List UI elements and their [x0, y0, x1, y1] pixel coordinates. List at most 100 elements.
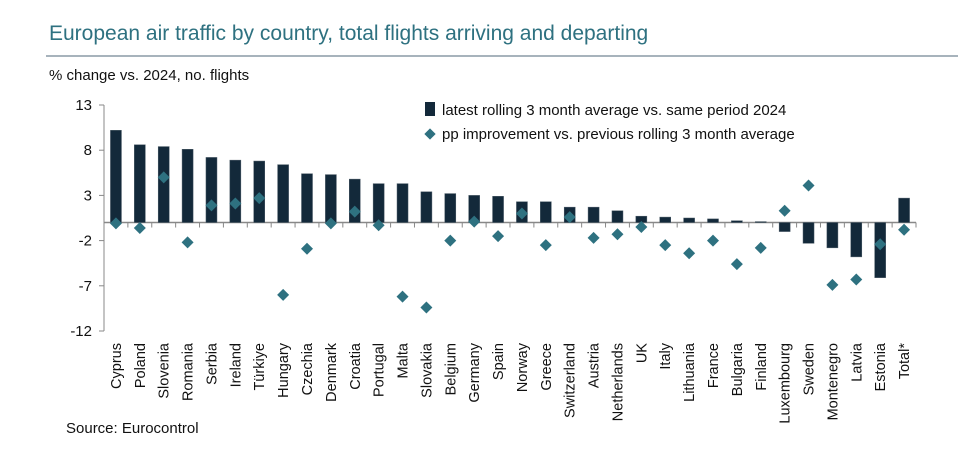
bar-greece — [540, 201, 552, 223]
diamond-spain — [492, 230, 505, 243]
category-label: Latvia — [849, 342, 865, 382]
category-label: UK — [634, 343, 650, 363]
bar-sweden — [802, 222, 815, 244]
y-tick-label: -2 — [79, 233, 92, 250]
legend-bar-label: latest rolling 3 month average vs. same … — [442, 102, 786, 119]
diamond-slovenia — [157, 171, 170, 184]
bar-total — [898, 197, 910, 223]
bar-serbia — [205, 157, 218, 223]
diamond-uk — [635, 221, 648, 234]
category-label: Lithuania — [682, 342, 698, 402]
diamond-belgium — [444, 234, 457, 247]
diamond-sweden — [802, 179, 815, 192]
diamond-italy — [659, 239, 672, 252]
bar-montenegro — [826, 222, 839, 249]
y-tick-label: 8 — [84, 142, 92, 159]
category-label: Denmark — [324, 342, 340, 402]
y-tick-label: -7 — [79, 278, 92, 295]
diamond-türkiye — [253, 192, 266, 205]
category-label: Bulgaria — [730, 342, 746, 396]
diamond-portugal — [372, 219, 385, 232]
chart-title: European air traffic by country, total f… — [49, 22, 648, 45]
category-label: Estonia — [873, 342, 889, 391]
diamond-bulgaria — [730, 258, 743, 271]
bar-ireland — [229, 159, 242, 223]
diamond-lithuania — [683, 247, 696, 260]
category-label: Sweden — [802, 343, 818, 395]
bar-türkiye — [253, 160, 265, 223]
bar-poland — [134, 144, 146, 223]
diamond-total — [898, 223, 911, 236]
diamond-estonia — [874, 238, 887, 251]
bar-lithuania — [683, 217, 695, 223]
category-label: Total* — [897, 343, 913, 380]
bar-spain — [492, 196, 504, 223]
category-label: Slovakia — [419, 342, 435, 398]
diamond-cyprus — [109, 217, 122, 230]
bar-denmark — [325, 174, 337, 223]
category-label: Serbia — [204, 342, 220, 385]
category-label: Austria — [587, 342, 603, 388]
diamond-montenegro — [826, 278, 839, 291]
diamond-austria — [587, 231, 600, 244]
category-label: Romania — [181, 342, 197, 401]
category-labels: Cyprus Poland Slovenia Romania Serbia Ireland… — [109, 342, 913, 424]
bar-netherlands — [611, 210, 624, 223]
category-label: Belgium — [443, 343, 459, 395]
bar-luxembourg — [778, 222, 791, 232]
bar-italy — [659, 216, 671, 223]
category-label: Norway — [515, 342, 531, 392]
category-label: Greece — [539, 343, 555, 391]
category-label: Italy — [658, 342, 674, 369]
bar-romania — [181, 149, 194, 223]
category-label: Ireland — [228, 343, 244, 387]
legend-diamond-swatch — [424, 128, 436, 140]
legend-diamond-label: pp improvement vs. previous rolling 3 mo… — [442, 126, 795, 143]
y-tick-label: 3 — [84, 187, 92, 204]
diamond-norway — [515, 207, 528, 220]
diamond-poland — [133, 221, 146, 234]
category-label: Slovenia — [157, 342, 173, 399]
category-label: Germany — [467, 342, 483, 402]
diamond-croatia — [348, 205, 361, 218]
bars — [110, 130, 910, 278]
diamond-malta — [396, 290, 409, 303]
diamond-switzerland — [563, 211, 576, 224]
diamond-denmark — [324, 217, 337, 230]
diamond-romania — [181, 236, 194, 249]
diamond-latvia — [850, 273, 863, 286]
bar-slovakia — [420, 191, 433, 223]
category-label: Finland — [754, 343, 770, 391]
bar-belgium — [444, 193, 457, 223]
diamond-slovakia — [420, 301, 433, 314]
points — [109, 171, 911, 314]
bar-hungary — [277, 164, 289, 223]
bar-austria — [587, 206, 600, 223]
y-tick-label: 13 — [75, 97, 92, 114]
diamond-hungary — [277, 288, 290, 301]
category-label: Netherlands — [610, 343, 626, 421]
bar-portugal — [372, 183, 385, 223]
bar-malta — [396, 183, 409, 223]
diamond-netherlands — [611, 228, 624, 241]
category-label: Cyprus — [109, 343, 125, 389]
diamond-czechia — [301, 242, 313, 255]
category-label: Montenegro — [825, 343, 841, 420]
diamond-ireland — [229, 197, 242, 210]
bar-slovenia — [157, 146, 170, 223]
legend-bar-swatch — [425, 102, 435, 116]
category-label: Malta — [396, 342, 412, 378]
diamond-finland — [754, 241, 767, 254]
category-label: Hungary — [276, 342, 292, 398]
category-label: Czechia — [300, 342, 316, 395]
category-label: Luxembourg — [778, 343, 794, 424]
y-tick-label: -12 — [70, 323, 92, 340]
bar-bulgaria — [731, 220, 743, 223]
bar-latvia — [850, 222, 863, 258]
diamond-luxembourg — [778, 204, 791, 217]
diamond-greece — [539, 239, 552, 252]
category-label: France — [706, 343, 722, 388]
diamond-serbia — [205, 199, 218, 212]
bar-croatia — [349, 178, 361, 223]
